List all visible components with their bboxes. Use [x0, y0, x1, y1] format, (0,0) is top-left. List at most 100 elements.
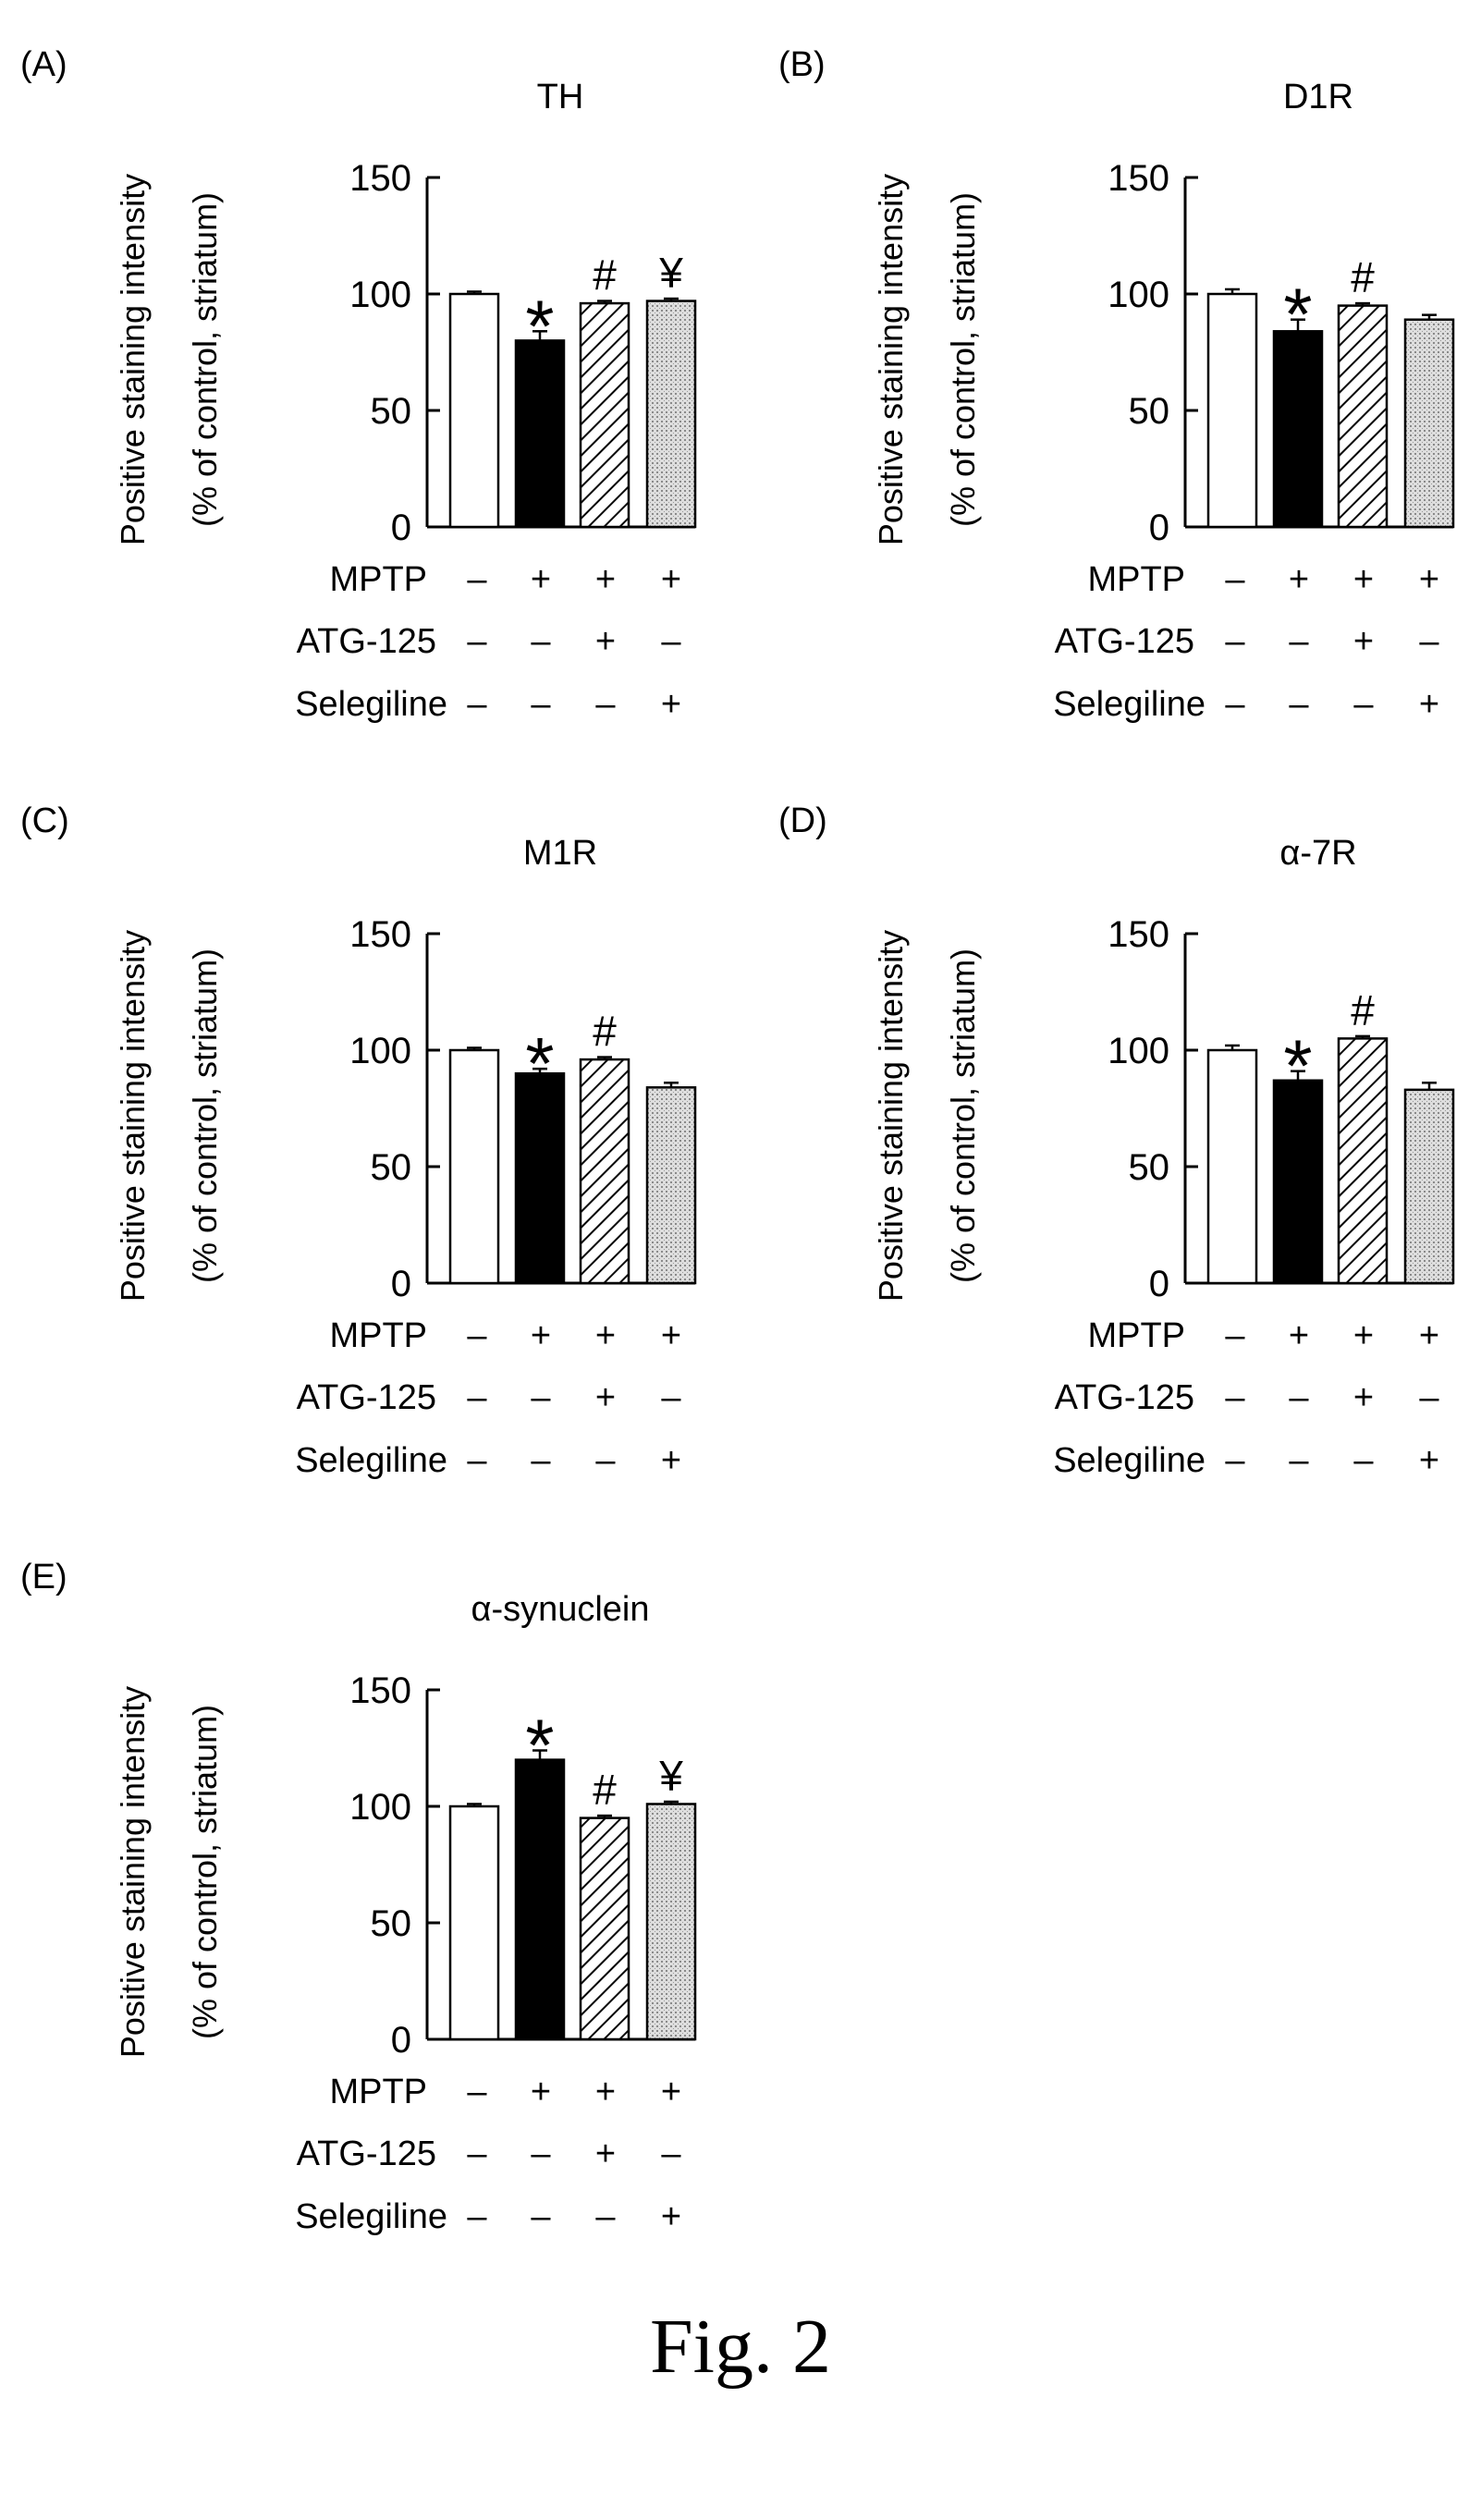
y-tick-label: 0: [391, 508, 411, 548]
figure-caption: Fig. 2: [649, 2304, 832, 2390]
condition-sign: –: [467, 2135, 487, 2173]
y-axis-label: (% of control, striatum): [944, 192, 982, 527]
condition-label: MPTP: [329, 2073, 427, 2111]
y-axis-label: (% of control, striatum): [186, 948, 224, 1283]
condition-sign: –: [1419, 622, 1439, 661]
y-tick-label: 150: [1108, 158, 1169, 199]
condition-sign: +: [1353, 1378, 1374, 1417]
condition-sign: –: [1225, 1441, 1245, 1480]
bar: [579, 1058, 630, 1285]
bar: [645, 1803, 697, 2041]
significance-mark: #: [593, 251, 617, 300]
y-axis-label: Positive staining intensity: [114, 930, 152, 1302]
chart-title: D1R: [1283, 78, 1353, 116]
condition-sign: –: [661, 1378, 681, 1417]
significance-mark: *: [525, 1705, 554, 1787]
condition-sign: –: [467, 1441, 487, 1480]
condition-sign: +: [595, 622, 616, 661]
bar: [1403, 318, 1455, 529]
chart-panel: (D) α-7R Positive staining intensity (% of …: [778, 801, 1455, 1480]
bar: [645, 1086, 697, 1285]
condition-sign: +: [1353, 560, 1374, 599]
y-tick-label: 100: [349, 1787, 411, 1828]
condition-sign: +: [1289, 560, 1309, 599]
y-tick-label: 150: [349, 158, 411, 199]
condition-label: MPTP: [1087, 1316, 1185, 1355]
y-tick-label: 150: [349, 1670, 411, 1711]
y-tick-label: 100: [349, 1031, 411, 1071]
y-tick-label: 50: [1129, 1147, 1170, 1188]
chart-panel: (B) D1R Positive staining intensity (% of c…: [778, 45, 1455, 724]
y-tick-label: 150: [349, 914, 411, 955]
condition-sign: –: [467, 685, 487, 724]
chart-title: α-7R: [1279, 834, 1356, 873]
bar: [514, 1071, 566, 1285]
significance-mark: #: [1351, 986, 1375, 1034]
condition-sign: +: [531, 2073, 551, 2111]
condition-sign: –: [1289, 685, 1309, 724]
bar: [645, 300, 697, 529]
condition-sign: –: [467, 2197, 487, 2236]
condition-sign: –: [595, 2197, 616, 2236]
y-tick-label: 50: [1129, 391, 1170, 432]
panel-label: (B): [778, 45, 826, 84]
bar: [1272, 330, 1324, 529]
condition-label: MPTP: [329, 560, 427, 599]
condition-label: MPTP: [1087, 560, 1185, 599]
condition-label: ATG-125: [297, 1378, 436, 1417]
y-tick-label: 0: [391, 2020, 411, 2061]
condition-sign: –: [467, 2073, 487, 2111]
condition-sign: +: [661, 1441, 681, 1480]
y-axis-label: (% of control, striatum): [186, 1705, 224, 2039]
condition-label: Selegiline: [1053, 1441, 1206, 1480]
condition-sign: –: [1225, 1316, 1245, 1355]
y-axis-label: (% of control, striatum): [944, 948, 982, 1283]
bar: [448, 292, 500, 529]
significance-mark: *: [1283, 1025, 1312, 1107]
condition-label: Selegiline: [295, 2197, 447, 2236]
condition-sign: +: [661, 2197, 681, 2236]
condition-sign: +: [595, 560, 616, 599]
condition-sign: +: [1419, 685, 1439, 724]
condition-sign: +: [1289, 1316, 1309, 1355]
condition-sign: –: [467, 560, 487, 599]
condition-sign: +: [661, 685, 681, 724]
y-tick-label: 0: [391, 1264, 411, 1304]
condition-sign: –: [1289, 1441, 1309, 1480]
condition-sign: –: [1419, 1378, 1439, 1417]
condition-label: ATG-125: [297, 622, 436, 661]
y-tick-label: 50: [371, 391, 412, 432]
condition-sign: –: [661, 2135, 681, 2173]
condition-label: Selegiline: [1053, 685, 1206, 724]
significance-mark: #: [593, 1008, 617, 1056]
condition-sign: +: [1419, 560, 1439, 599]
condition-label: ATG-125: [1055, 1378, 1194, 1417]
condition-label: MPTP: [329, 1316, 427, 1355]
y-tick-label: 50: [371, 1903, 412, 1944]
condition-sign: –: [531, 1441, 551, 1480]
bar: [1337, 1037, 1389, 1285]
condition-sign: +: [1419, 1316, 1439, 1355]
condition-sign: +: [531, 1316, 551, 1355]
y-tick-label: 0: [1149, 508, 1169, 548]
bar: [1337, 304, 1389, 529]
condition-sign: –: [1225, 622, 1245, 661]
significance-mark: *: [525, 1022, 554, 1105]
condition-sign: –: [1225, 1378, 1245, 1417]
significance-mark: #: [1351, 253, 1375, 301]
condition-sign: –: [467, 1378, 487, 1417]
condition-sign: –: [1289, 1378, 1309, 1417]
panel-label: (E): [20, 1558, 67, 1596]
y-tick-label: 0: [1149, 1264, 1169, 1304]
condition-sign: –: [531, 622, 551, 661]
condition-sign: –: [595, 685, 616, 724]
panel-label: (A): [20, 45, 67, 84]
bar: [448, 1048, 500, 1285]
bar: [1272, 1079, 1324, 1285]
bar: [448, 1804, 500, 2041]
condition-sign: –: [531, 2135, 551, 2173]
condition-sign: +: [661, 1316, 681, 1355]
condition-sign: +: [661, 560, 681, 599]
y-tick-label: 100: [349, 275, 411, 315]
condition-sign: –: [531, 2197, 551, 2236]
